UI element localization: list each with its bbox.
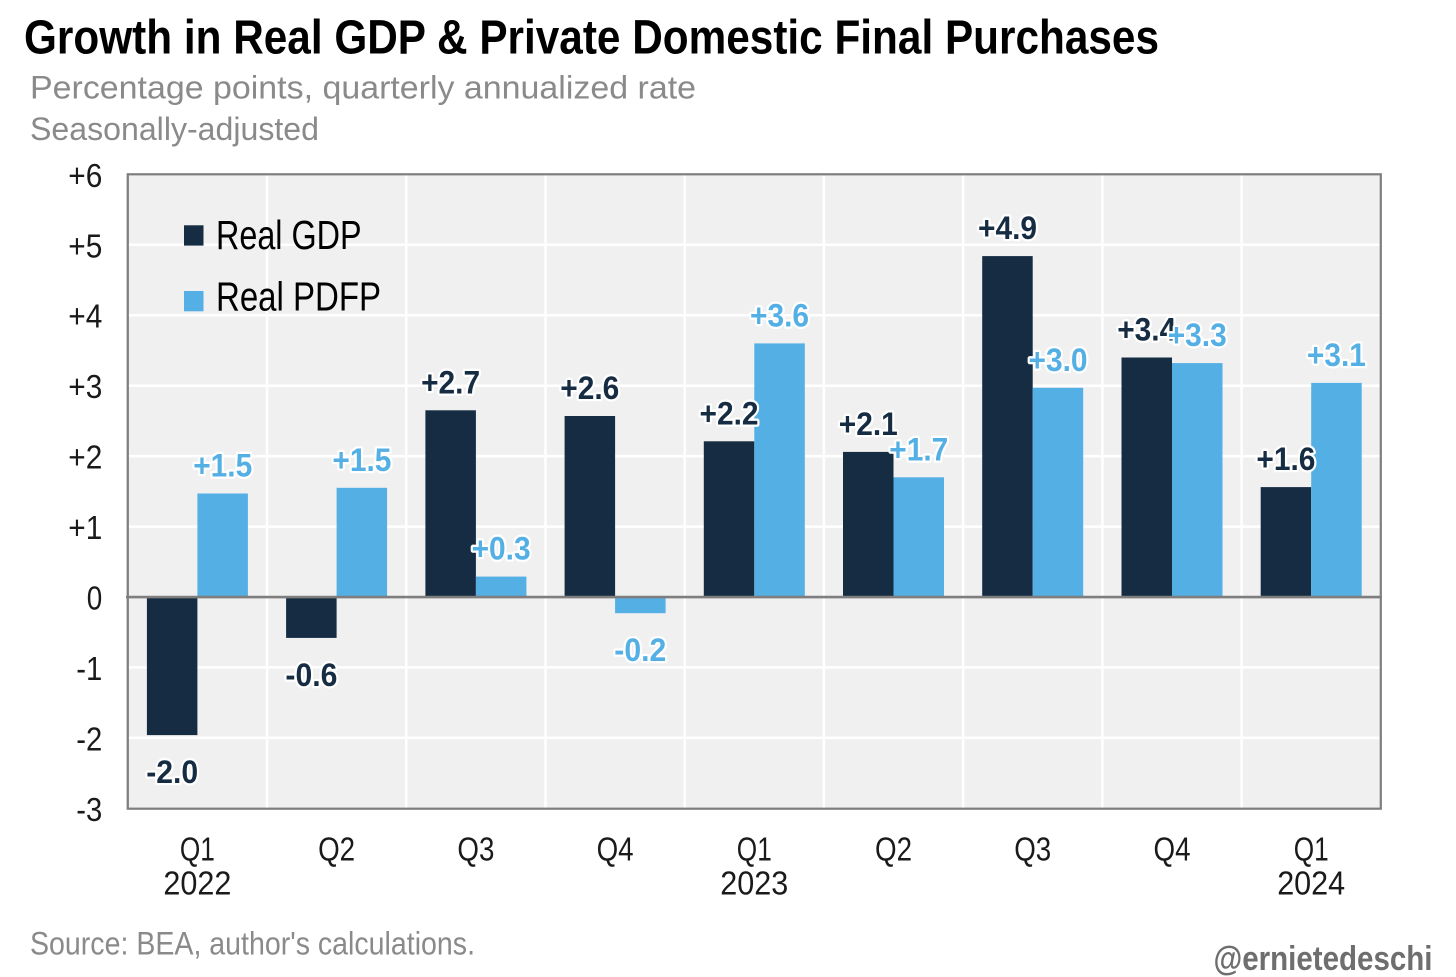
svg-text:+5: +5 <box>68 227 102 264</box>
svg-text:+1.5: +1.5 <box>193 448 252 484</box>
svg-text:+1.7: +1.7 <box>889 431 948 467</box>
svg-text:2024: 2024 <box>1277 864 1345 901</box>
svg-text:+2.1: +2.1 <box>839 406 898 442</box>
svg-text:+3.4: +3.4 <box>1117 312 1176 348</box>
svg-text:Percentage points, quarterly a: Percentage points, quarterly annualized … <box>30 70 696 106</box>
svg-text:Q4: Q4 <box>597 830 634 867</box>
svg-text:Real GDP: Real GDP <box>216 212 362 258</box>
svg-text:+2.6: +2.6 <box>560 370 619 406</box>
svg-text:+4.9: +4.9 <box>978 210 1037 246</box>
svg-text:+4: +4 <box>68 298 102 335</box>
svg-text:-2.0: -2.0 <box>146 754 198 790</box>
svg-text:Q2: Q2 <box>318 830 355 867</box>
svg-text:+3: +3 <box>68 368 102 405</box>
svg-text:-0.6: -0.6 <box>285 657 337 693</box>
svg-text:Q3: Q3 <box>457 830 494 867</box>
svg-text:+3.1: +3.1 <box>1307 337 1366 373</box>
svg-text:Q2: Q2 <box>875 830 912 867</box>
svg-text:Growth in Real GDP & Private D: Growth in Real GDP & Private Domestic Fi… <box>24 12 1159 65</box>
svg-text:-2: -2 <box>76 720 102 757</box>
svg-text:+3.6: +3.6 <box>750 297 809 333</box>
svg-text:+1.6: +1.6 <box>1256 441 1315 477</box>
svg-text:Real PDFP: Real PDFP <box>216 274 381 320</box>
svg-text:Q3: Q3 <box>1014 830 1051 867</box>
svg-text:@ernietedeschi: @ernietedeschi <box>1214 940 1433 977</box>
svg-text:+2.7: +2.7 <box>421 364 480 400</box>
svg-text:+3.0: +3.0 <box>1029 342 1088 378</box>
svg-text:+1: +1 <box>68 509 102 546</box>
svg-text:Q1: Q1 <box>1294 830 1329 867</box>
svg-text:+1.5: +1.5 <box>332 442 391 478</box>
svg-text:Q1: Q1 <box>180 830 215 867</box>
svg-text:0: 0 <box>87 580 103 617</box>
svg-text:Q1: Q1 <box>737 830 772 867</box>
svg-text:-3: -3 <box>76 791 102 828</box>
svg-text:Q4: Q4 <box>1154 830 1191 867</box>
svg-text:+0.3: +0.3 <box>472 531 531 567</box>
svg-text:+2.2: +2.2 <box>700 395 759 431</box>
svg-text:2023: 2023 <box>720 864 788 901</box>
svg-text:Source: BEA, author's calculat: Source: BEA, author's calculations. <box>30 926 475 962</box>
svg-text:+2: +2 <box>68 439 102 476</box>
svg-text:-0.2: -0.2 <box>614 632 666 668</box>
svg-text:+6: +6 <box>68 157 102 194</box>
svg-text:+3.3: +3.3 <box>1168 317 1227 353</box>
svg-text:-1: -1 <box>76 650 102 687</box>
svg-text:2022: 2022 <box>163 864 231 901</box>
svg-text:Seasonally-adjusted: Seasonally-adjusted <box>30 111 319 147</box>
